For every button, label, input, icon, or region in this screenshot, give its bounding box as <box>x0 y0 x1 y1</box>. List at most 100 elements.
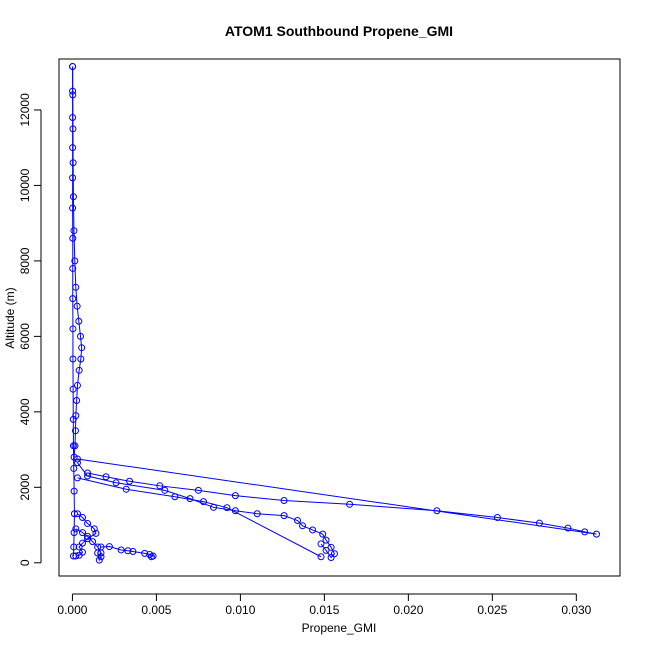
data-point <box>73 474 81 482</box>
y-tick-label: 2000 <box>18 474 32 501</box>
data-point <box>75 551 83 559</box>
data-point <box>322 536 330 544</box>
data-point <box>592 530 600 538</box>
x-tick-label: 0.025 <box>477 603 507 617</box>
data-point <box>70 227 78 235</box>
data-point <box>69 234 77 242</box>
x-axis: 0.000 0.005 0.010 0.015 0.020 0.025 0.030 <box>57 593 592 617</box>
data-point <box>69 355 77 363</box>
data-point <box>69 385 77 393</box>
data-point <box>581 528 589 536</box>
data-point <box>70 487 78 495</box>
data-point <box>280 512 288 520</box>
data-point <box>73 381 81 389</box>
x-tick-label: 0.020 <box>393 603 423 617</box>
data-point <box>309 526 317 534</box>
data-point <box>294 517 302 525</box>
y-tick-label: 12000 <box>18 93 32 127</box>
data-point <box>171 493 179 501</box>
data-point <box>319 530 327 538</box>
data-point <box>84 535 92 543</box>
data-point <box>69 125 77 133</box>
data-point <box>199 498 207 506</box>
data-point <box>73 302 81 310</box>
data-point <box>84 520 92 528</box>
data-point <box>75 317 83 325</box>
x-tick-label: 0.010 <box>225 603 255 617</box>
data-point <box>92 529 100 537</box>
x-axis-label: Propene_GMI <box>302 621 377 635</box>
series-line <box>77 458 597 535</box>
data-point <box>322 546 330 554</box>
y-tick-label: 4000 <box>18 398 32 425</box>
data-point <box>71 442 79 450</box>
data-point <box>141 549 149 557</box>
data-point <box>89 538 97 546</box>
data-point <box>327 543 335 551</box>
data-point <box>122 485 130 493</box>
data-point <box>71 257 79 265</box>
data-point <box>231 492 239 500</box>
plot-frame <box>58 58 621 577</box>
data-point <box>194 486 202 494</box>
data-point <box>102 473 110 481</box>
data-point <box>129 547 137 555</box>
data-point <box>76 332 84 340</box>
data-point <box>69 264 77 272</box>
data-point <box>280 497 288 505</box>
data-point <box>69 63 77 71</box>
data-point <box>73 510 81 518</box>
data-point <box>70 453 78 461</box>
data-point <box>147 553 155 561</box>
data-point <box>124 547 132 555</box>
y-tick-label: 10000 <box>18 168 32 202</box>
data-point <box>95 556 103 564</box>
data-point <box>70 529 78 537</box>
data-point <box>69 91 77 99</box>
data-point <box>97 543 105 551</box>
data-point <box>69 295 77 303</box>
x-tick-label: 0.000 <box>57 603 87 617</box>
data-point <box>75 366 83 374</box>
data-point <box>161 486 169 494</box>
data-point <box>79 529 87 537</box>
data-point <box>70 464 78 472</box>
data-point <box>327 554 335 562</box>
y-tick-label: 0 <box>18 559 32 566</box>
data-point <box>70 543 78 551</box>
data-point <box>253 510 261 518</box>
data-point <box>78 344 86 352</box>
data-point <box>69 325 77 333</box>
data-point <box>69 204 77 212</box>
data-point <box>94 549 102 557</box>
data-point <box>73 397 81 405</box>
data-point <box>493 514 501 522</box>
series-line <box>77 462 336 559</box>
data-point <box>223 504 231 512</box>
data-point <box>73 455 81 463</box>
data-point <box>156 482 164 490</box>
data-point <box>317 540 325 548</box>
data-point <box>117 546 125 554</box>
data-point <box>112 479 120 487</box>
data-point <box>70 510 78 518</box>
data-point <box>90 525 98 533</box>
y-axis: 0 2000 4000 6000 8000 10000 12000 <box>18 93 42 566</box>
data-point <box>126 477 134 485</box>
data-point <box>299 522 307 530</box>
data-point <box>77 355 85 363</box>
data-point <box>79 514 87 522</box>
series-line <box>77 477 322 558</box>
data-point <box>72 283 80 291</box>
data-point <box>73 459 81 467</box>
y-axis-label: Altitude (m) <box>3 287 17 348</box>
data-point <box>535 519 543 527</box>
data-point <box>105 543 113 551</box>
data-point <box>69 174 77 182</box>
x-tick-label: 0.015 <box>309 603 339 617</box>
data-point <box>72 552 80 560</box>
data-point <box>317 553 325 561</box>
data-point <box>72 525 80 533</box>
chart-title: ATOM1 Southbound Propene_GMI <box>225 23 453 39</box>
data-point <box>564 524 572 532</box>
